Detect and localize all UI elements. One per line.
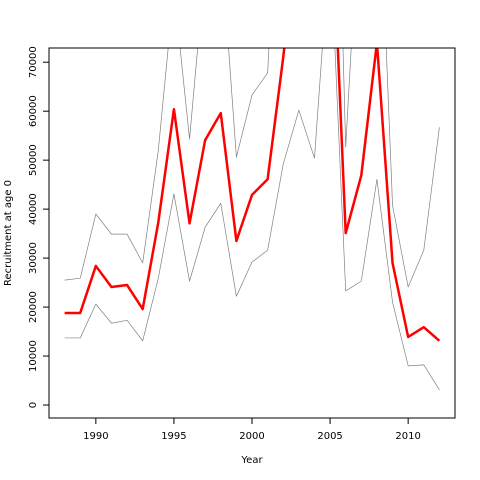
data-line xyxy=(64,48,441,342)
y-tick-label: 70000 xyxy=(28,46,39,78)
x-tick-label: 2010 xyxy=(395,431,420,442)
y-axis-label: Recruitment at age 0 xyxy=(3,180,14,286)
plot-area xyxy=(64,48,441,391)
x-tick-label: 1995 xyxy=(161,431,186,442)
plot-frame xyxy=(48,47,456,419)
y-tick-label: 10000 xyxy=(28,340,39,372)
y-tick-label: 60000 xyxy=(28,95,39,127)
x-tick-label: 2000 xyxy=(239,431,264,442)
y-tick-label: 20000 xyxy=(28,291,39,323)
y-tick-label: 40000 xyxy=(28,193,39,225)
y-tick-label: 0 xyxy=(28,402,39,408)
data-line xyxy=(64,48,440,391)
y-tick-label: 50000 xyxy=(28,144,39,176)
x-axis-label: Year xyxy=(240,455,263,466)
x-tick-label: 1990 xyxy=(83,431,108,442)
x-tick-label: 2005 xyxy=(317,431,342,442)
y-tick-label: 30000 xyxy=(28,242,39,274)
data-line xyxy=(64,48,440,288)
